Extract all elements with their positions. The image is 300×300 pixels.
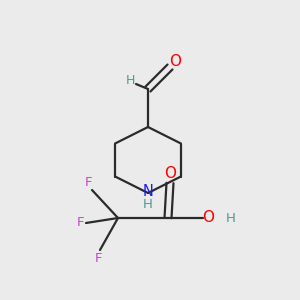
Text: H: H (226, 212, 236, 224)
Text: H: H (125, 74, 135, 88)
Text: O: O (164, 167, 176, 182)
Text: O: O (169, 55, 181, 70)
Text: F: F (94, 253, 102, 266)
Text: O: O (202, 211, 214, 226)
Text: F: F (84, 176, 92, 188)
Text: F: F (76, 217, 84, 230)
Text: H: H (143, 199, 153, 212)
Text: N: N (142, 184, 153, 200)
